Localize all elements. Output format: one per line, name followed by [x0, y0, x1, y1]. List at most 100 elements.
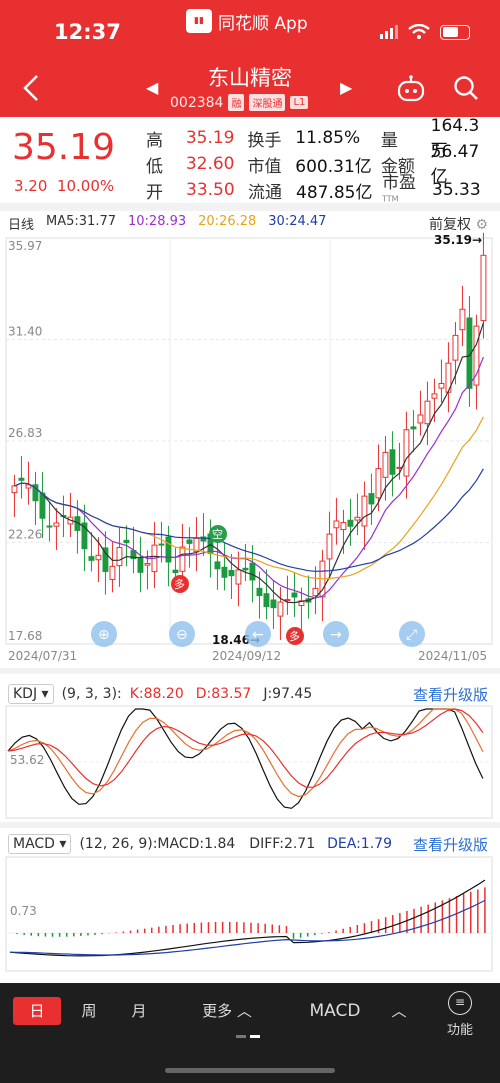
scroll-right-icon[interactable]	[323, 621, 349, 647]
candle-body	[291, 592, 298, 598]
kdj-k-value: K:88.20	[129, 686, 184, 702]
candle-body	[179, 546, 186, 572]
candle-body	[480, 254, 487, 322]
kdj-j-line	[7, 708, 484, 809]
quote-panel: 35.19 3.20 10.00% 高 35.19 换手 11.85% 量 16…	[0, 116, 500, 203]
quote-row: 高 35.19 换手 11.85% 量 164.3万	[146, 116, 496, 161]
pe-ttm-label: TTM	[382, 193, 399, 203]
kdj-selector[interactable]: KDJ ▾	[8, 684, 54, 704]
candle-body	[361, 495, 368, 527]
adjust-selector[interactable]: 前复权 ⚙	[429, 214, 488, 234]
kdj-y-label: 53.62	[10, 753, 44, 767]
ma5-value: MA5:31.77	[46, 214, 116, 229]
sell-signal-icon	[209, 525, 227, 543]
candle-body	[109, 565, 116, 580]
candle-body	[116, 547, 123, 567]
candle-body	[46, 525, 53, 528]
candle-body	[228, 569, 235, 577]
menu-circle-icon: ≡	[448, 991, 472, 1015]
candle-body	[123, 539, 130, 544]
candle-body	[137, 557, 144, 573]
kline-chart[interactable]: 35.9731.4026.8322.2617.6835.19→18.46→空多多…	[0, 232, 500, 662]
candle-body	[214, 561, 221, 570]
page-dots	[236, 1035, 260, 1038]
candle-body	[354, 516, 361, 521]
period-month-button[interactable]: 月	[131, 1002, 147, 1020]
more-label: 更多	[202, 1002, 233, 1020]
candle-body	[277, 601, 284, 617]
candle-body	[53, 522, 60, 527]
scroll-right-icon-glyph: →	[330, 627, 342, 643]
turnover-value: 11.85%	[295, 128, 361, 148]
candle-body	[249, 562, 256, 581]
y-axis-label: 31.40	[8, 324, 42, 338]
candle-body	[130, 550, 137, 560]
section-divider	[0, 668, 500, 674]
chevron-up-icon: ︿	[236, 1002, 252, 1020]
x-axis-label: 2024/11/05	[418, 649, 487, 662]
candle-body	[186, 539, 193, 544]
buy-signal-icon	[286, 627, 304, 645]
settings-icon[interactable]: ⚙	[475, 217, 488, 233]
fullscreen-icon-glyph: ⤢	[406, 627, 417, 643]
buy-signal-label: 多	[289, 629, 300, 643]
candle-body	[326, 533, 333, 560]
kdj-upgrade-link[interactable]: 查看升级版	[412, 686, 488, 704]
period-week-button[interactable]: 周	[81, 1002, 97, 1020]
candle-body	[452, 334, 459, 361]
macd-diff-line	[9, 879, 486, 957]
signal-icon	[380, 25, 398, 39]
fullscreen-icon[interactable]	[399, 621, 425, 647]
indicator-chevron-up-icon[interactable]: ︿	[391, 1002, 407, 1020]
high-value: 35.19	[185, 128, 235, 148]
scroll-left-icon[interactable]	[245, 621, 271, 647]
x-axis-label: 2024/09/12	[212, 649, 281, 662]
market-cap-value: 600.31亿	[295, 156, 372, 177]
zoom-out-icon[interactable]	[169, 621, 195, 647]
level-tag: L1	[290, 96, 309, 109]
candle-body	[200, 536, 207, 542]
search-icon[interactable]	[452, 74, 480, 102]
ma10-line	[14, 356, 484, 599]
high-label: 高	[146, 130, 163, 151]
pe-value: 35.33	[432, 180, 481, 200]
macd-chart[interactable]: 0.73	[0, 855, 500, 975]
prev-stock-icon[interactable]: ◀	[146, 78, 159, 97]
macd-selector[interactable]: MACD ▾	[8, 834, 72, 854]
adjust-label: 前复权	[428, 217, 471, 233]
kdj-chart[interactable]: 53.62	[0, 704, 500, 822]
last-price: 35.19	[12, 127, 116, 168]
candle-body	[256, 587, 263, 596]
candle-body	[144, 563, 151, 566]
macd-upgrade-link[interactable]: 查看升级版	[412, 836, 488, 854]
next-stock-icon[interactable]: ▶	[340, 78, 353, 97]
stock-code-row: 002384 融 深股通 L1	[170, 94, 309, 111]
candle-body	[11, 485, 18, 494]
robot-assistant-icon[interactable]	[396, 74, 426, 104]
home-indicator	[165, 1068, 335, 1073]
candle-body	[32, 484, 39, 502]
low-value: 32.60	[185, 154, 235, 174]
candle-body	[333, 520, 340, 529]
status-app-return[interactable]: ▮▮ 同花顺 App	[186, 8, 308, 34]
status-time: 12:37	[54, 20, 121, 44]
y-axis-label: 26.83	[8, 426, 42, 440]
indicator-selector[interactable]: MACD	[309, 1001, 361, 1021]
back-arrow-icon[interactable]	[20, 74, 42, 102]
kdj-params: (9, 3, 3):	[61, 686, 122, 702]
market-cap-label: 市值	[247, 156, 282, 177]
kdj-header: KDJ ▾ (9, 3, 3): K:88.20 D:83.57 J:97.45	[8, 684, 312, 704]
period-day-button[interactable]: 日	[13, 997, 61, 1025]
macd-dea-line	[9, 899, 486, 956]
period-more-button[interactable]: 更多 ︿	[192, 997, 262, 1025]
macd-dea-value: DEA:1.79	[327, 836, 392, 852]
quote-row: 低 32.60 市值 600.31亿 金额 56.47亿	[146, 142, 496, 187]
kdj-j-value: J:97.45	[263, 686, 313, 702]
candle-body	[410, 426, 417, 430]
macd-diff-value: DIFF:2.71	[249, 836, 316, 852]
zoom-in-icon[interactable]	[91, 621, 117, 647]
ma-legend: 日线 MA5:31.77 10:28.93 20:26.28 30:24.47	[8, 214, 498, 233]
battery-icon	[440, 24, 470, 40]
function-button[interactable]: ≡ 功能	[440, 991, 480, 1038]
candle-body	[382, 451, 389, 478]
